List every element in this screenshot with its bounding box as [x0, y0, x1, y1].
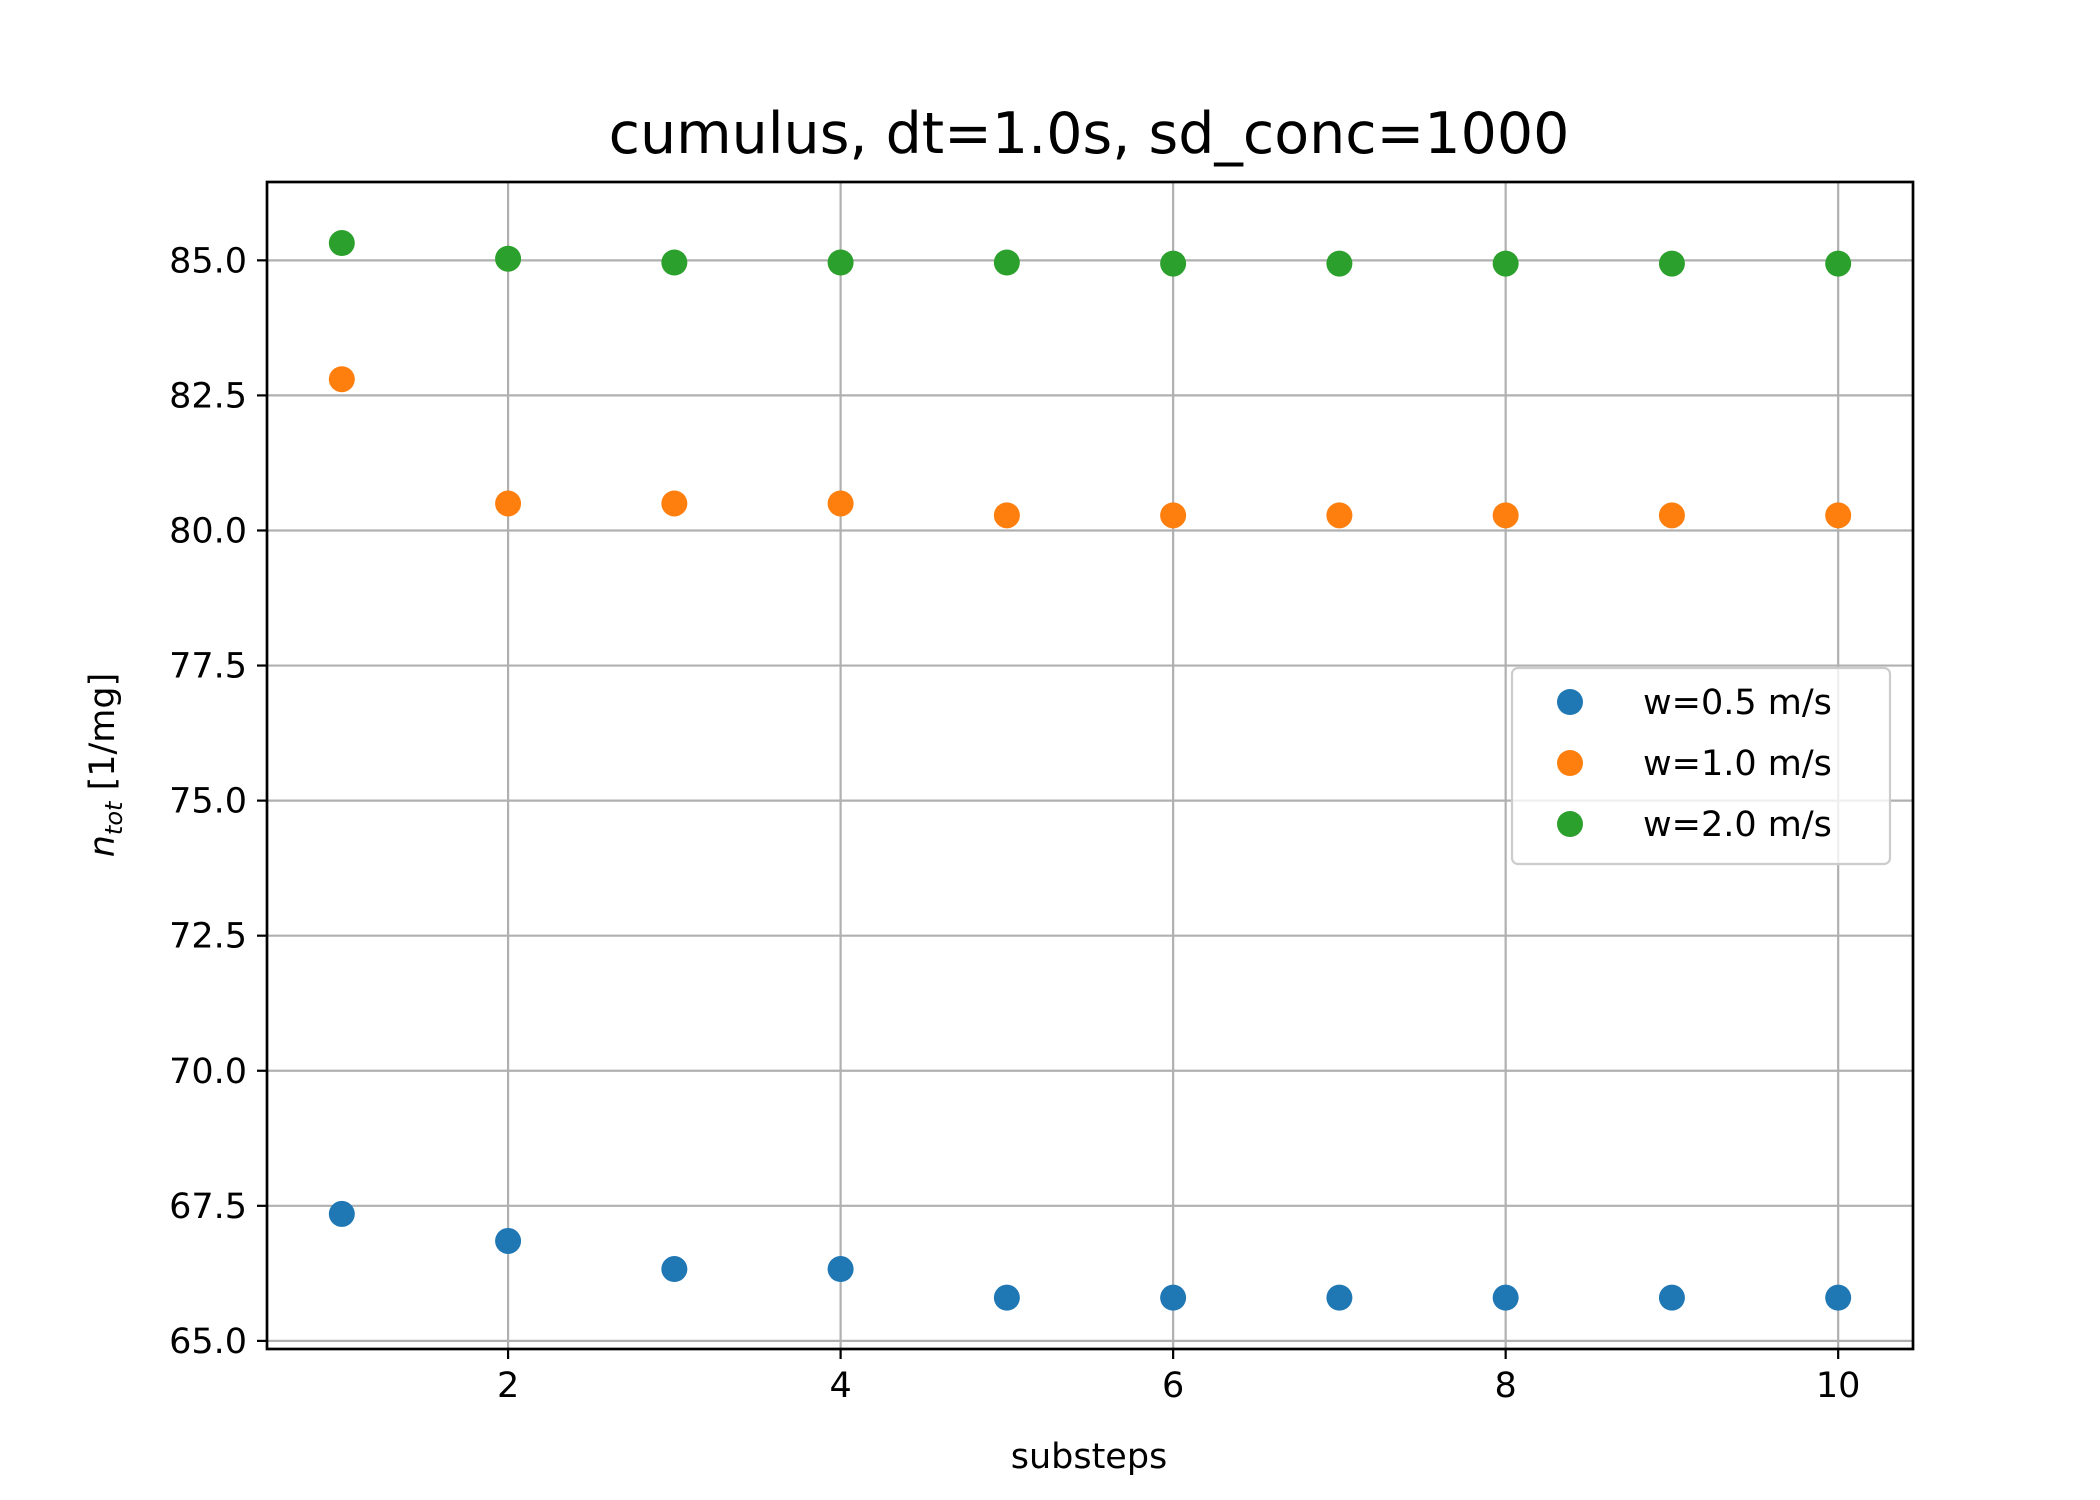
data-point — [1326, 1284, 1353, 1311]
data-point — [1160, 250, 1187, 277]
y-tick-label: 67.5 — [169, 1187, 247, 1227]
y-tick-label: 72.5 — [169, 917, 247, 957]
data-point — [1492, 502, 1519, 529]
data-point — [1326, 502, 1353, 529]
data-point — [1160, 1284, 1187, 1311]
data-point — [1492, 1284, 1519, 1311]
data-point — [328, 1200, 355, 1227]
data-point — [495, 490, 522, 517]
x-tick-label: 8 — [1495, 1366, 1517, 1406]
x-tick-label: 10 — [1816, 1366, 1861, 1406]
y-axis-label: ntot [1/mg] — [83, 673, 128, 858]
data-point — [993, 502, 1020, 529]
y-tick-label: 65.0 — [169, 1322, 247, 1362]
legend-marker — [1557, 689, 1583, 715]
y-axis-label-sub: tot — [100, 800, 128, 835]
chart-title: cumulus, dt=1.0s, sd_conc=1000 — [609, 101, 1570, 167]
data-point — [328, 366, 355, 393]
data-point — [827, 490, 854, 517]
legend-label: w=0.5 m/s — [1643, 683, 1832, 723]
data-point — [827, 249, 854, 276]
data-point — [1658, 250, 1685, 277]
data-point — [661, 1256, 688, 1283]
data-point — [993, 1284, 1020, 1311]
data-point — [993, 249, 1020, 276]
plot-frame — [265, 180, 1915, 1351]
data-point — [1658, 1284, 1685, 1311]
legend-label: w=1.0 m/s — [1643, 744, 1832, 784]
data-point — [1825, 1284, 1852, 1311]
y-tick-label: 85.0 — [169, 241, 247, 281]
data-point — [1658, 502, 1685, 529]
data-point — [495, 1227, 522, 1254]
data-point — [495, 245, 522, 272]
x-tick-label: 4 — [829, 1366, 851, 1406]
data-point — [827, 1256, 854, 1283]
y-tick-label: 75.0 — [169, 782, 247, 822]
x-tick-label: 2 — [497, 1366, 519, 1406]
data-point — [661, 249, 688, 276]
legend: w=0.5 m/s w=1.0 m/s w=2.0 m/s — [1510, 666, 1892, 866]
legend-label: w=2.0 m/s — [1643, 805, 1832, 845]
x-axis-label: substeps — [1011, 1437, 1168, 1477]
y-tick-label: 82.5 — [169, 376, 247, 416]
ticks-layer: 2 4 6 8 10 65.0 67.5 70.0 72.5 75.0 77.5 80.0 82.5 85… — [169, 241, 1860, 1406]
y-axis-label-main: n — [83, 835, 123, 857]
data-point — [1825, 502, 1852, 529]
data-point — [661, 490, 688, 517]
points-layer — [328, 230, 1852, 1311]
y-tick-label: 80.0 — [169, 511, 247, 551]
data-point — [1825, 250, 1852, 277]
legend-marker — [1557, 750, 1583, 776]
x-tick-label: 6 — [1162, 1366, 1184, 1406]
data-point — [1160, 502, 1187, 529]
y-tick-label: 70.0 — [169, 1052, 247, 1092]
y-axis-label-unit: [1/mg] — [83, 673, 123, 802]
legend-box — [1510, 666, 1892, 866]
legend-marker — [1557, 811, 1583, 837]
data-point — [328, 230, 355, 257]
data-point — [1492, 250, 1519, 277]
data-point — [1326, 250, 1353, 277]
y-tick-label: 77.5 — [169, 647, 247, 687]
